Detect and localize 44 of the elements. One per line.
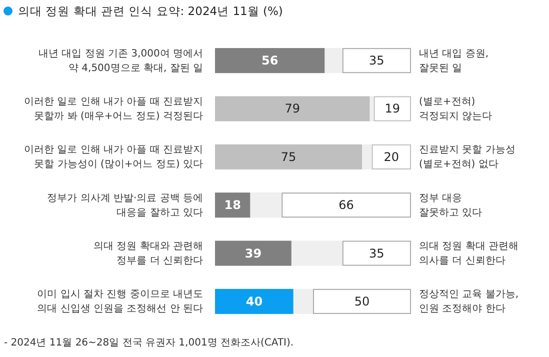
- data-label: 35: [369, 54, 384, 68]
- y2-tick-label: (별로+전혀) 걱정되지 않는다: [419, 96, 492, 122]
- chart-title: 의대 정원 확대 관련 인식 요약: 2024년 11월 (%): [18, 4, 283, 18]
- data-label: 50: [354, 294, 370, 308]
- bar: [324, 48, 342, 74]
- y2-tick-label: 내년 대입 증원, 잘못된 일: [419, 48, 489, 74]
- bar: [362, 144, 372, 170]
- data-label: 35: [369, 246, 384, 260]
- bar: [291, 240, 342, 266]
- bar: [250, 192, 282, 218]
- bar: [215, 144, 362, 170]
- bar: [215, 96, 370, 122]
- bar: [215, 48, 325, 74]
- data-label: 20: [384, 150, 400, 164]
- bar: [215, 192, 250, 218]
- y2-tick-label: 진료받지 못할 가능성 (별로+전혀) 없다: [419, 144, 516, 170]
- data-label: 19: [384, 102, 400, 116]
- y-tick-label: 의대 정원 확대와 관련해 정부를 더 신뢰한다: [93, 240, 203, 266]
- y-tick-label: 이미 입시 절차 진행 중이므로 내년도 의대 신입생 인원을 조정해선 안 된다: [37, 288, 203, 314]
- data-label: 40: [246, 294, 263, 308]
- y-tick-label: 내년 대입 정원 기존 3,000여 명에서 약 4,500명으로 확대, 잘된 일: [38, 48, 203, 74]
- bar: [215, 240, 292, 266]
- bar: [372, 144, 411, 170]
- data-label: 75: [280, 150, 296, 164]
- bar: [313, 288, 411, 314]
- bar: [282, 192, 411, 218]
- data-label: 18: [224, 198, 241, 212]
- y2-tick-label: 의대 정원 확대 관련해 의사를 더 신뢰한다: [419, 240, 519, 266]
- bar: [342, 240, 411, 266]
- y2-tick-label: 정상적인 교육 불가능, 인원 조정해야 한다: [419, 288, 519, 314]
- bar: [215, 288, 294, 314]
- data-label: 66: [338, 198, 354, 212]
- y-tick-label: 정부가 의사계 반발·의료 공백 등에 대응을 잘하고 있다: [47, 192, 203, 218]
- bar: [293, 288, 313, 314]
- y-tick-label: 이러한 일로 인해 내가 아플 때 진료받지 못할 가능성이 (많이+어느 정도) 있다: [24, 144, 203, 170]
- y-tick-label: 이러한 일로 인해 내가 아플 때 진료받지 못할까 봐 (매우+어느 정도) 걱정된다: [24, 96, 203, 122]
- bar: [342, 48, 411, 74]
- bar: [370, 96, 374, 122]
- bar: [374, 96, 411, 122]
- y2-tick-label: 정부 대응 잘못하고 있다: [419, 192, 482, 218]
- data-label: 39: [244, 246, 262, 260]
- text: - 2024년 11월 26~28일 전국 유권자 1,001명 전화조사(CATI).: [4, 338, 294, 348]
- data-label: 79: [284, 102, 300, 116]
- data-label: 56: [262, 54, 278, 68]
